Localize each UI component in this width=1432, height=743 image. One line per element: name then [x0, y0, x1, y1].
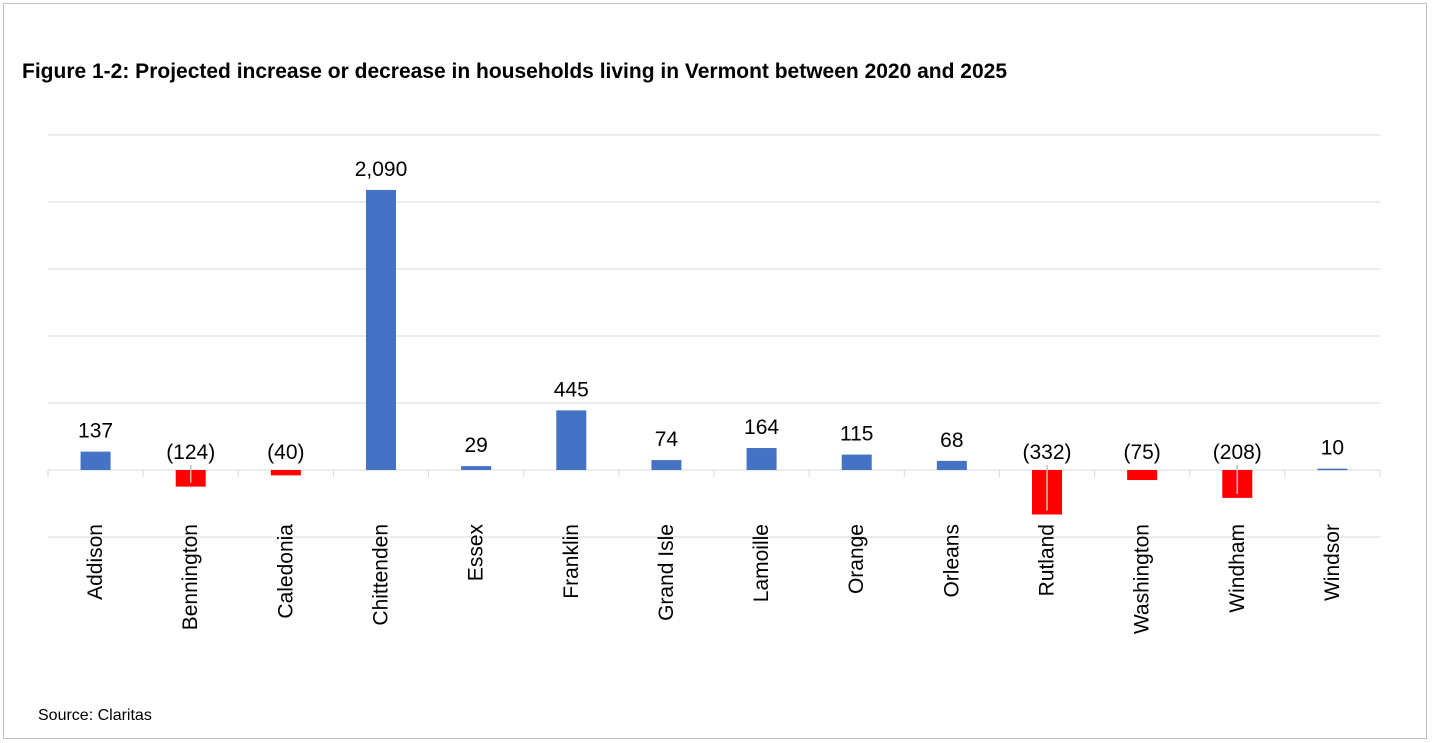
source-note: Source: Claritas: [38, 707, 152, 724]
category-label: Chittenden: [370, 524, 393, 626]
data-label: 445: [554, 378, 589, 401]
category-label: Lamoille: [750, 524, 773, 602]
category-label: Rutland: [1036, 524, 1059, 596]
bar-windsor: [1317, 468, 1348, 471]
data-label: 74: [655, 428, 679, 451]
bar-franklin: [556, 410, 587, 470]
category-label: Essex: [465, 524, 488, 582]
data-labels: 137 (124) (40) 2,090 29 445 74 164 115 68 (332) (75…: [78, 158, 1344, 511]
bar-essex: [461, 466, 492, 470]
category-label: Windsor: [1321, 524, 1344, 601]
data-label: 10: [1321, 437, 1344, 460]
data-label: (124): [166, 441, 215, 464]
data-label: (75): [1123, 441, 1160, 464]
bar-addison: [80, 451, 111, 470]
category-label: Orleans: [940, 524, 963, 598]
category-label: Washington: [1131, 524, 1154, 634]
bars: [80, 189, 1348, 515]
data-label: 137: [78, 420, 113, 443]
data-label: 115: [840, 423, 873, 446]
bar-lamoille: [746, 448, 777, 470]
data-label: 29: [464, 434, 487, 457]
category-labels: Addison Bennington Caledonia Chittenden Esse…: [84, 524, 1344, 635]
gridlines: [47, 134, 1381, 538]
category-label: Orange: [845, 524, 868, 594]
data-label: 2,090: [355, 158, 408, 181]
data-label: (332): [1022, 441, 1071, 464]
category-label: Bennington: [179, 524, 202, 630]
data-label: (208): [1213, 441, 1262, 464]
bar-washington: [1127, 470, 1158, 481]
bar-chittenden: [366, 189, 396, 470]
category-label: Franklin: [560, 524, 583, 599]
bar-orleans: [936, 460, 967, 470]
data-label: 164: [744, 416, 779, 439]
bar-caledonia: [270, 470, 301, 476]
data-label: 68: [940, 429, 963, 452]
category-label: Grand Isle: [655, 524, 678, 621]
bar-grand-isle: [651, 460, 682, 470]
bar-orange: [841, 454, 872, 470]
data-label: (40): [267, 441, 304, 464]
category-label: Windham: [1226, 524, 1249, 613]
chart-frame: [3, 3, 1427, 739]
category-label: Caledonia: [274, 524, 297, 619]
chart-title: Figure 1-2: Projected increase or decrea…: [22, 60, 1008, 83]
category-label: Addison: [84, 524, 107, 600]
